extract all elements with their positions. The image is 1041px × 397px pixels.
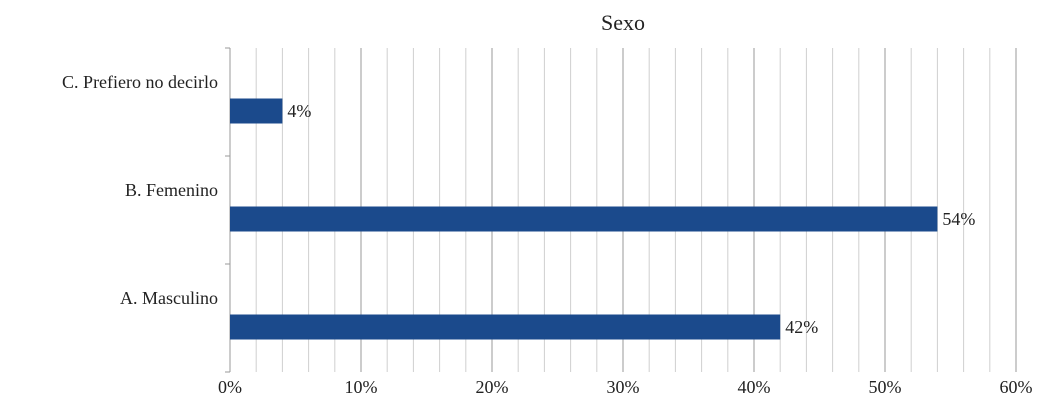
data-labels: 4% 54% 42% [287,101,975,337]
data-label: 42% [785,317,818,337]
x-tick-label: 60% [1000,377,1033,397]
category-label: C. Prefiero no decirlo [62,72,218,92]
data-label: 4% [287,101,311,121]
x-tick-label: 40% [738,377,771,397]
x-tick-labels: 0% 10% 20% 30% 40% 50% 60% [218,377,1033,397]
x-tick-label: 20% [476,377,509,397]
chart-title: Sexo [601,10,645,35]
category-label: B. Femenino [125,180,218,200]
x-tick-label: 30% [607,377,640,397]
category-labels: C. Prefiero no decirlo B. Femenino A. Masc… [62,72,218,308]
x-tick-label: 10% [345,377,378,397]
bars [230,98,938,340]
bar [230,314,781,340]
category-label: A. Masculino [120,288,218,308]
bar [230,206,938,232]
x-tick-label: 50% [869,377,902,397]
data-label: 54% [942,209,975,229]
x-tick-label: 0% [218,377,242,397]
bar [230,98,283,124]
